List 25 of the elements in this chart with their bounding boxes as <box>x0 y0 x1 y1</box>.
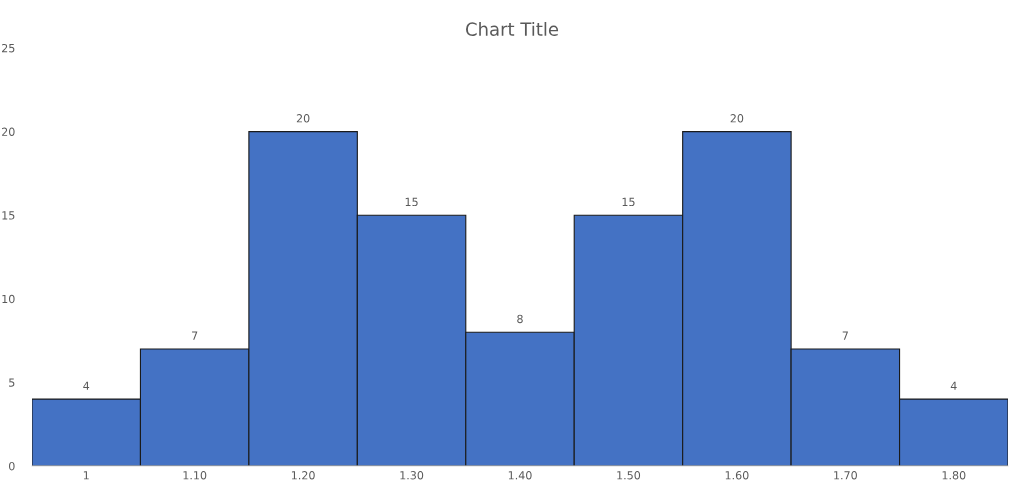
data-label: 7 <box>192 331 198 340</box>
x-tick-label: 1.30 <box>400 471 424 480</box>
data-label: 20 <box>730 114 744 123</box>
y-tick-label: 20 <box>2 127 15 136</box>
x-tick-label: 1.50 <box>617 471 641 480</box>
data-label: 4 <box>950 381 957 390</box>
data-label: 15 <box>622 197 635 207</box>
y-tick-label: 15 <box>2 211 15 220</box>
data-label: 8 <box>517 314 523 324</box>
y-tick-label: 0 <box>9 461 15 471</box>
data-label: 4 <box>83 381 90 390</box>
y-tick-label: 10 <box>2 294 15 304</box>
data-label: 7 <box>842 331 848 340</box>
chart-title: Chart Title <box>465 22 559 36</box>
x-tick-label: 1.10 <box>183 471 207 480</box>
x-tick-label: 1 <box>83 471 89 480</box>
x-tick-label: 1.40 <box>508 471 532 480</box>
x-tick-label: 1.70 <box>834 471 857 480</box>
data-label: 15 <box>405 197 418 207</box>
y-tick-label: 25 <box>2 43 15 53</box>
x-tick-label: 1.60 <box>725 471 749 480</box>
x-tick-label: 1.20 <box>291 471 315 480</box>
y-tick-label: 5 <box>9 378 15 387</box>
x-tick-label: 1.80 <box>942 471 966 480</box>
data-label: 20 <box>296 114 310 123</box>
